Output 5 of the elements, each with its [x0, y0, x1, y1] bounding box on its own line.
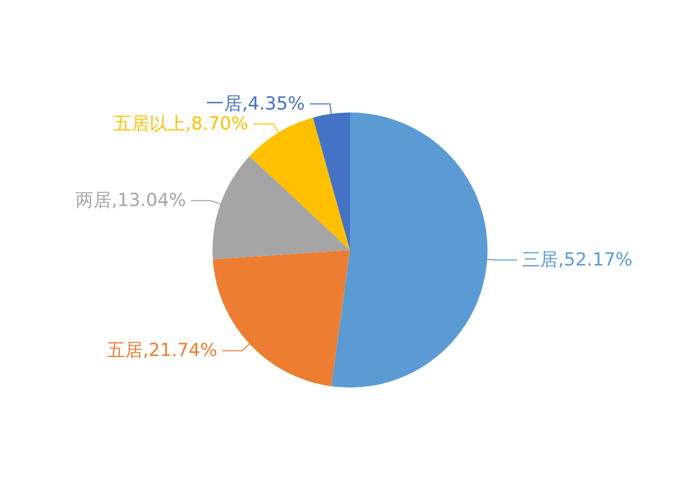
- slice-label: 两居,13.04%: [76, 190, 186, 212]
- slice-label: 一居,4.35%: [206, 93, 305, 114]
- slice-label: 五居以上,8.70%: [113, 113, 248, 134]
- slice-label: 五居,21.74%: [106, 340, 218, 362]
- slice-label: 三居,52.17%: [522, 250, 633, 271]
